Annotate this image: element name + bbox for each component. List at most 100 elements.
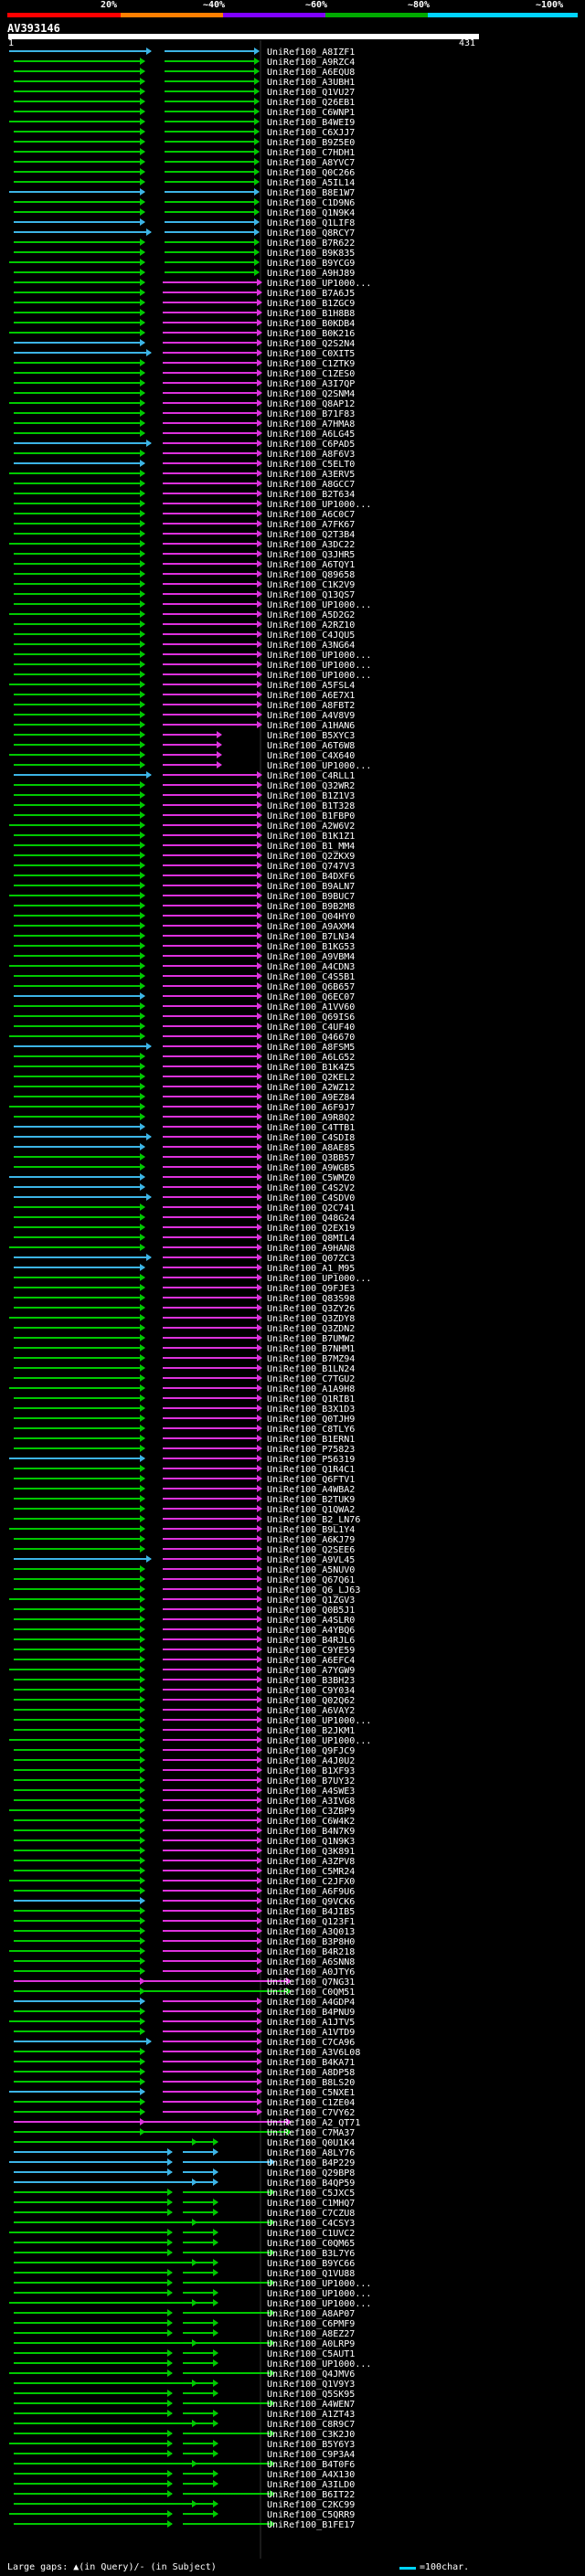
hit-label[interactable]: UniRef100_Q8RCY7: [267, 228, 355, 239]
hit-label[interactable]: UniRef100_B4T0F6: [267, 2460, 355, 2470]
hit-label[interactable]: UniRef100_A9VL45: [267, 1555, 355, 1565]
hit-label[interactable]: UniRef100_C5JXC5: [267, 2189, 355, 2199]
hit-label[interactable]: UniRef100_B9K835: [267, 249, 355, 259]
hit-label[interactable]: UniRef100_Q747V3: [267, 862, 355, 872]
hit-label[interactable]: UniRef100_B9YC66: [267, 2259, 355, 2269]
hit-label[interactable]: UniRef100_C9Y034: [267, 1686, 355, 1696]
hit-label[interactable]: UniRef100_C1K2V9: [267, 580, 355, 590]
hit-label[interactable]: UniRef100_C5ELT0: [267, 460, 355, 470]
hit-label[interactable]: UniRef100_Q3ZDN2: [267, 1324, 355, 1334]
hit-label[interactable]: UniRef100_B4DXF6: [267, 872, 355, 882]
hit-label[interactable]: UniRef100_B0K216: [267, 329, 355, 339]
hit-label[interactable]: UniRef100_UP1000...: [267, 1274, 371, 1284]
hit-label[interactable]: UniRef100_B7UY32: [267, 1776, 355, 1786]
hit-label[interactable]: UniRef100_A6VAY2: [267, 1706, 355, 1716]
hit-label[interactable]: UniRef100_C0QM51: [267, 1988, 355, 1998]
hit-label[interactable]: UniRef100_Q29BP8: [267, 2168, 355, 2178]
hit-label[interactable]: UniRef100_B2T634: [267, 490, 355, 500]
hit-label[interactable]: UniRef100_UP1000...: [267, 761, 371, 771]
hit-label[interactable]: UniRef100_B7A6J5: [267, 289, 355, 299]
hit-label[interactable]: UniRef100_Q1VU27: [267, 88, 355, 98]
hit-label[interactable]: UniRef100_C5QRR9: [267, 2510, 355, 2520]
hit-label[interactable]: UniRef100_UP1000...: [267, 600, 371, 610]
hit-label[interactable]: UniRef100_A4V8V9: [267, 711, 355, 721]
hit-label[interactable]: UniRef100_A8AP07: [267, 2309, 355, 2319]
hit-label[interactable]: UniRef100_Q3BB57: [267, 1153, 355, 1163]
hit-label[interactable]: UniRef100_B4PNU9: [267, 2008, 355, 2018]
hit-label[interactable]: UniRef100_Q26EB1: [267, 98, 355, 108]
hit-label[interactable]: UniRef100_C6W4K2: [267, 1817, 355, 1827]
hit-label[interactable]: UniRef100_B7MZ94: [267, 1354, 355, 1364]
hit-label[interactable]: UniRef100_A8F6V3: [267, 450, 355, 460]
hit-label[interactable]: UniRef100_A1VV60: [267, 1002, 355, 1012]
hit-label[interactable]: UniRef100_Q0C266: [267, 168, 355, 178]
hit-label[interactable]: UniRef100_A6LG45: [267, 429, 355, 440]
hit-label[interactable]: UniRef100_C7TGU2: [267, 1374, 355, 1384]
hit-label[interactable]: UniRef100_Q3JHR5: [267, 550, 355, 560]
hit-label[interactable]: UniRef100_C1UVC2: [267, 2229, 355, 2239]
hit-label[interactable]: UniRef100_B1Z1V3: [267, 791, 355, 801]
hit-label[interactable]: UniRef100_Q5SK95: [267, 2390, 355, 2400]
hit-label[interactable]: UniRef100_A3ILD0: [267, 2480, 355, 2490]
hit-label[interactable]: UniRef100_B9L1Y4: [267, 1525, 355, 1535]
hit-label[interactable]: UniRef100_C4SDV0: [267, 1193, 355, 1203]
hit-label[interactable]: UniRef100_A3I7QP: [267, 379, 355, 389]
hit-label[interactable]: UniRef100_Q2C741: [267, 1203, 355, 1214]
hit-label[interactable]: UniRef100_C1ZES0: [267, 369, 355, 379]
hit-label[interactable]: UniRef100_A6TQY1: [267, 560, 355, 570]
hit-label[interactable]: UniRef100_B9YCG9: [267, 259, 355, 269]
hit-label[interactable]: UniRef100_B3X1D3: [267, 1405, 355, 1415]
hit-label[interactable]: UniRef100_A5FSL4: [267, 681, 355, 691]
hit-label[interactable]: UniRef100_Q1LIF8: [267, 218, 355, 228]
hit-label[interactable]: UniRef100_B1FE17: [267, 2520, 355, 2530]
hit-label[interactable]: UniRef100_A3UBH1: [267, 78, 355, 88]
hit-label[interactable]: UniRef100_Q1ZGV3: [267, 1595, 355, 1606]
hit-label[interactable]: UniRef100_C7MA37: [267, 2128, 355, 2138]
hit-label[interactable]: UniRef100_B7NHM1: [267, 1344, 355, 1354]
hit-label[interactable]: UniRef100_C4UF40: [267, 1023, 355, 1033]
hit-label[interactable]: UniRef100_P75823: [267, 1445, 355, 1455]
hit-label[interactable]: UniRef100_UP1000...: [267, 661, 371, 671]
hit-label[interactable]: UniRef100_Q3ZDY8: [267, 1314, 355, 1324]
hit-label[interactable]: UniRef100_A6C0C7: [267, 510, 355, 520]
hit-label[interactable]: UniRef100_C6WNP1: [267, 108, 355, 118]
hit-label[interactable]: UniRef100_B4JIB5: [267, 1907, 355, 1917]
hit-label[interactable]: UniRef100_Q3ZY26: [267, 1304, 355, 1314]
hit-label[interactable]: UniRef100_B1LN24: [267, 1364, 355, 1374]
hit-label[interactable]: UniRef100_Q8AP12: [267, 399, 355, 409]
hit-label[interactable]: UniRef100_A6KJ79: [267, 1535, 355, 1545]
hit-label[interactable]: UniRef100_B7LN34: [267, 932, 355, 942]
hit-label[interactable]: UniRef100_B8LS20: [267, 2078, 355, 2088]
hit-label[interactable]: UniRef100_Q7NG31: [267, 1977, 355, 1988]
hit-label[interactable]: UniRef100_C8R9C7: [267, 2420, 355, 2430]
hit-label[interactable]: UniRef100_A4J0U2: [267, 1756, 355, 1766]
hit-label[interactable]: UniRef100_A4WEN7: [267, 2400, 355, 2410]
hit-label[interactable]: UniRef100_UP1000...: [267, 1716, 371, 1726]
hit-label[interactable]: UniRef100_C4SDI8: [267, 1133, 355, 1143]
hit-label[interactable]: UniRef100_A7YGW9: [267, 1666, 355, 1676]
hit-label[interactable]: UniRef100_B2JKM1: [267, 1726, 355, 1736]
hit-label[interactable]: UniRef100_C3ZBP9: [267, 1807, 355, 1817]
hit-label[interactable]: UniRef100_A4X130: [267, 2470, 355, 2480]
hit-label[interactable]: UniRef100_Q3K891: [267, 1847, 355, 1857]
hit-label[interactable]: UniRef100_C6PAD5: [267, 440, 355, 450]
hit-label[interactable]: UniRef100_B4RJL6: [267, 1636, 355, 1646]
hit-label[interactable]: UniRef100_C9P3A4: [267, 2450, 355, 2460]
hit-label[interactable]: UniRef100_A9EZ84: [267, 1093, 355, 1103]
hit-label[interactable]: UniRef100_Q46670: [267, 1033, 355, 1043]
hit-label[interactable]: UniRef100_Q6FTV1: [267, 1475, 355, 1485]
hit-label[interactable]: UniRef100_Q2ZKX9: [267, 852, 355, 862]
hit-label[interactable]: UniRef100_A3DC22: [267, 540, 355, 550]
hit-label[interactable]: UniRef100_A1HAN6: [267, 721, 355, 731]
hit-label[interactable]: UniRef100_B4KA71: [267, 2058, 355, 2068]
hit-label[interactable]: UniRef100_A9VBM4: [267, 952, 355, 962]
hit-label[interactable]: UniRef100_B7UMW2: [267, 1334, 355, 1344]
hit-label[interactable]: UniRef100_C1MHQ7: [267, 2199, 355, 2209]
hit-label[interactable]: UniRef100_UP1000...: [267, 651, 371, 661]
hit-label[interactable]: UniRef100_A8DP58: [267, 2068, 355, 2078]
hit-label[interactable]: UniRef100_C7VY62: [267, 2108, 355, 2118]
hit-label[interactable]: UniRef100_A7HMA8: [267, 419, 355, 429]
hit-label[interactable]: UniRef100_C4X640: [267, 751, 355, 761]
hit-label[interactable]: UniRef100_A2RZ10: [267, 620, 355, 631]
hit-label[interactable]: UniRef100_A1ZT43: [267, 2410, 355, 2420]
